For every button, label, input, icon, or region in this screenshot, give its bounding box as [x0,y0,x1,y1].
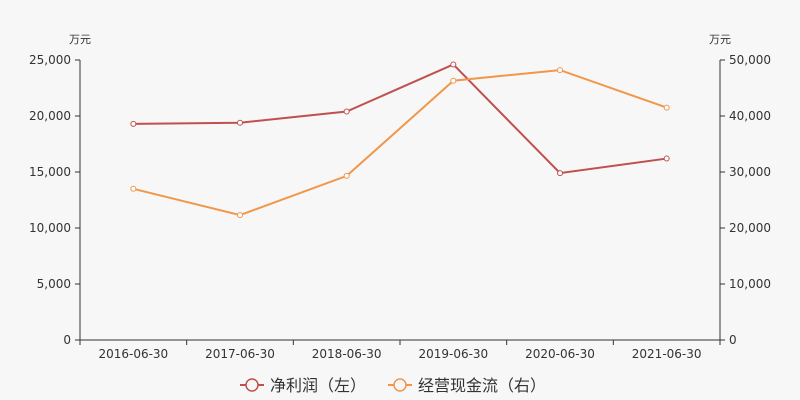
x-tick-label: 2020-06-30 [525,347,595,361]
series-1-point [343,172,350,179]
left-y-tick-label: 5,000 [37,277,71,291]
x-tick-label: 2017-06-30 [205,347,275,361]
right-y-tick-label: 20,000 [729,221,771,235]
x-ticks: 2016-06-30 2017-06-30 2018-06-30 2019-06-30… [79,340,721,361]
right-y-tick-label: 0 [729,333,737,347]
series-line-1 [133,69,667,217]
legend-item-1[interactable]: 经营现金流（右） [388,376,546,395]
axes: 万元 万元 [69,33,731,341]
right-y-tick-label: 30,000 [729,165,771,179]
legend-label: 经营现金流（右） [418,376,546,395]
series-line-0 [133,63,667,175]
left-unit-label: 万元 [69,33,91,46]
series-layer [130,61,670,219]
series-1-point [237,212,243,219]
legend-circle-icon [393,378,407,392]
legend-item-0[interactable]: 净利润（左） [240,376,366,395]
series-0-point [450,61,457,68]
right-y-tick-label: 50,000 [729,53,771,67]
series-0-point [237,119,243,126]
right-y-tick-label: 10,000 [729,277,771,291]
left-y-tick-label: 20,000 [29,109,71,123]
left-y-tick-label: 15,000 [29,165,71,179]
series-1-point [557,67,563,74]
x-tick-label: 2016-06-30 [98,347,168,361]
legend[interactable]: 净利润（左） 经营现金流（右） [240,376,546,395]
left-y-tick-label: 10,000 [29,221,71,235]
x-tick-label: 2018-06-30 [312,347,382,361]
series-0-point [557,170,563,177]
series-0-point [663,155,670,162]
x-tick-label: 2021-06-30 [632,347,702,361]
right-unit-label: 万元 [709,33,731,46]
series-0-point [343,108,350,115]
right-y-tick-label: 40,000 [729,109,771,123]
series-1-point [663,104,670,111]
left-y-ticks: 0 5,000 10,000 15,000 20,000 25,000 [29,53,80,347]
right-y-ticks: 0 10,000 20,000 30,000 40,000 50,000 [720,53,771,347]
left-y-tick-label: 25,000 [29,53,71,67]
legend-circle-icon [245,378,259,392]
left-y-tick-label: 0 [63,333,71,347]
series-1-point [450,77,457,84]
series-0-point [130,120,137,127]
x-tick-label: 2019-06-30 [418,347,488,361]
legend-label: 净利润（左） [270,376,366,395]
series-1-point [130,185,137,192]
